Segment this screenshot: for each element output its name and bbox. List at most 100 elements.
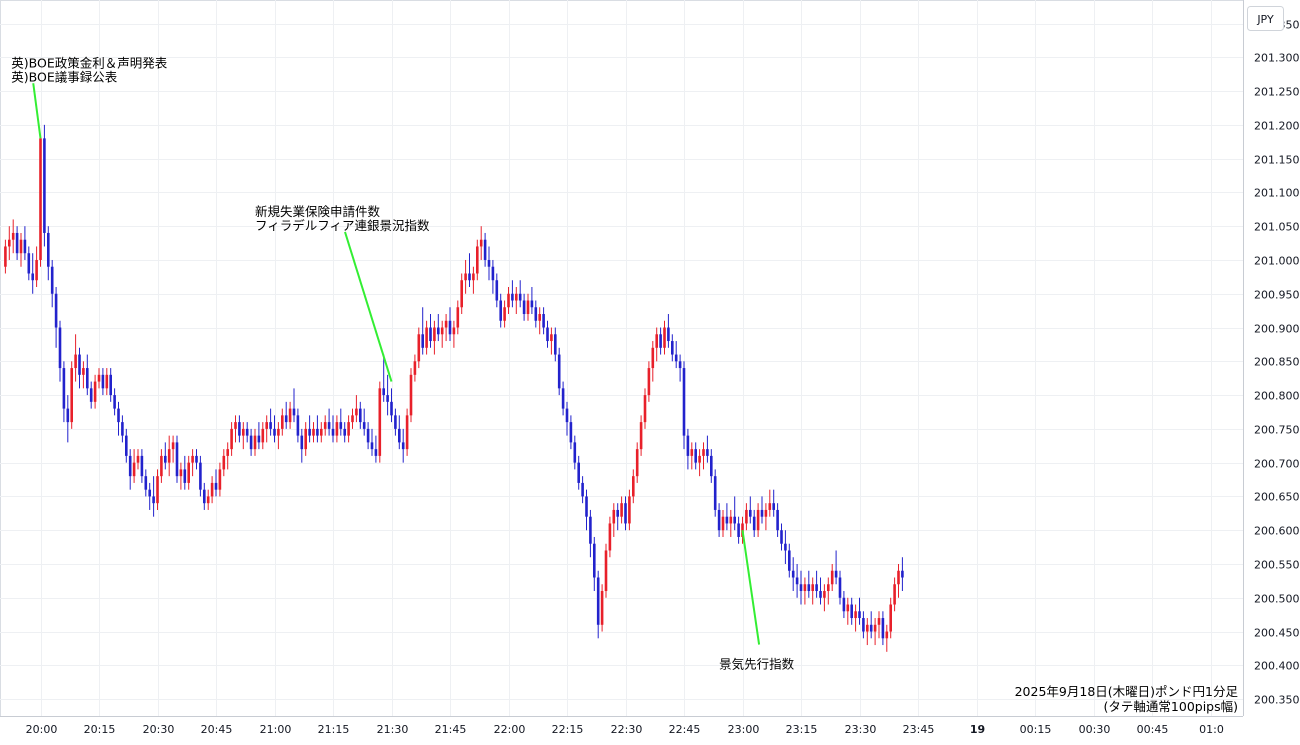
- candle-body: [862, 618, 865, 632]
- candle: [780, 523, 783, 551]
- candle-body: [518, 293, 522, 301]
- candle-body: [160, 455, 163, 477]
- candle: [651, 341, 655, 382]
- candle-body: [331, 428, 335, 436]
- candle-body: [511, 293, 514, 301]
- candle: [745, 503, 748, 531]
- candle-body: [550, 334, 553, 342]
- candle: [27, 246, 31, 281]
- candle-body: [47, 232, 50, 267]
- candle-body: [897, 570, 900, 585]
- candle: [674, 341, 678, 369]
- candle: [171, 435, 175, 463]
- candle-body: [390, 401, 393, 416]
- candle-body: [788, 550, 791, 571]
- candle-body: [245, 428, 249, 436]
- candle-body: [230, 428, 233, 450]
- candle-body: [667, 327, 670, 342]
- candle-body: [425, 327, 428, 348]
- candle: [97, 368, 101, 389]
- candle-body: [616, 509, 619, 517]
- candle: [612, 503, 616, 537]
- candle-body: [866, 624, 869, 632]
- candle-body: [398, 428, 401, 443]
- candle-body: [195, 455, 198, 463]
- x-tick-label: 22:30: [611, 723, 643, 736]
- candle: [160, 449, 163, 483]
- candle-body: [698, 455, 701, 463]
- candle: [866, 618, 869, 646]
- y-tick-label: 200.650: [1254, 491, 1300, 504]
- candle-body: [889, 604, 892, 632]
- candle-body: [78, 354, 81, 375]
- candle-body: [811, 584, 814, 592]
- candle: [694, 442, 697, 470]
- candle-body: [249, 435, 253, 450]
- candle-body: [11, 232, 15, 240]
- candle: [542, 307, 545, 335]
- candle-body: [776, 509, 779, 531]
- candle: [577, 455, 580, 490]
- candle-body: [464, 273, 467, 281]
- candle: [811, 577, 814, 605]
- candle: [733, 496, 736, 531]
- candle-body: [218, 469, 222, 490]
- candle-body: [604, 550, 608, 592]
- candle-body: [690, 449, 694, 456]
- candle-body: [499, 300, 502, 321]
- candle: [854, 604, 857, 632]
- candle: [4, 239, 7, 274]
- candle-body: [530, 300, 534, 308]
- candle: [320, 422, 323, 443]
- candle-body: [265, 422, 268, 429]
- candle: [11, 219, 15, 254]
- y-tick-label: 200.800: [1254, 390, 1300, 403]
- y-tick-label: 200.900: [1254, 323, 1300, 336]
- annotation-text: 景気先行指数: [719, 657, 795, 672]
- candle: [483, 232, 487, 267]
- candle-body: [487, 259, 491, 267]
- candle: [398, 415, 401, 450]
- y-tick-label: 200.500: [1254, 593, 1300, 606]
- candle: [499, 293, 502, 328]
- candle: [589, 509, 592, 558]
- candle-body: [456, 307, 460, 328]
- candle: [647, 361, 651, 402]
- candle-body: [144, 476, 148, 490]
- y-tick-label: 201.150: [1254, 154, 1300, 167]
- candle-body: [175, 442, 179, 477]
- candle-body: [335, 422, 339, 436]
- candle-body: [128, 455, 132, 477]
- candle-body: [834, 570, 838, 578]
- candle-body: [503, 307, 506, 321]
- candle-body: [257, 435, 261, 443]
- candle: [164, 442, 167, 470]
- candle-body: [343, 428, 346, 436]
- candle: [819, 577, 822, 605]
- candle-body: [733, 516, 736, 524]
- chart-caption: 2025年9月18日(木曜日)ポンド円1分足(タテ軸通常100pips幅): [1015, 684, 1239, 714]
- candle: [327, 408, 331, 436]
- candle: [834, 550, 838, 585]
- x-tick-label: 23:00: [728, 723, 760, 736]
- candle: [284, 401, 288, 429]
- candle: [702, 442, 705, 470]
- candle: [23, 226, 27, 260]
- candle-body: [93, 381, 97, 402]
- candle-body: [312, 428, 315, 436]
- candle: [19, 232, 23, 267]
- candle-body: [534, 307, 538, 321]
- candle: [873, 618, 877, 646]
- caption-line: 2025年9月18日(木曜日)ポンド円1分足: [1015, 684, 1239, 699]
- candle: [585, 489, 588, 531]
- candle: [390, 388, 393, 423]
- candle-body: [382, 388, 385, 396]
- candle: [635, 442, 639, 483]
- candle-body: [300, 435, 304, 450]
- candle: [593, 536, 596, 592]
- candle-body: [515, 293, 518, 301]
- candle: [823, 584, 826, 612]
- candle: [686, 428, 690, 470]
- candle: [300, 428, 304, 463]
